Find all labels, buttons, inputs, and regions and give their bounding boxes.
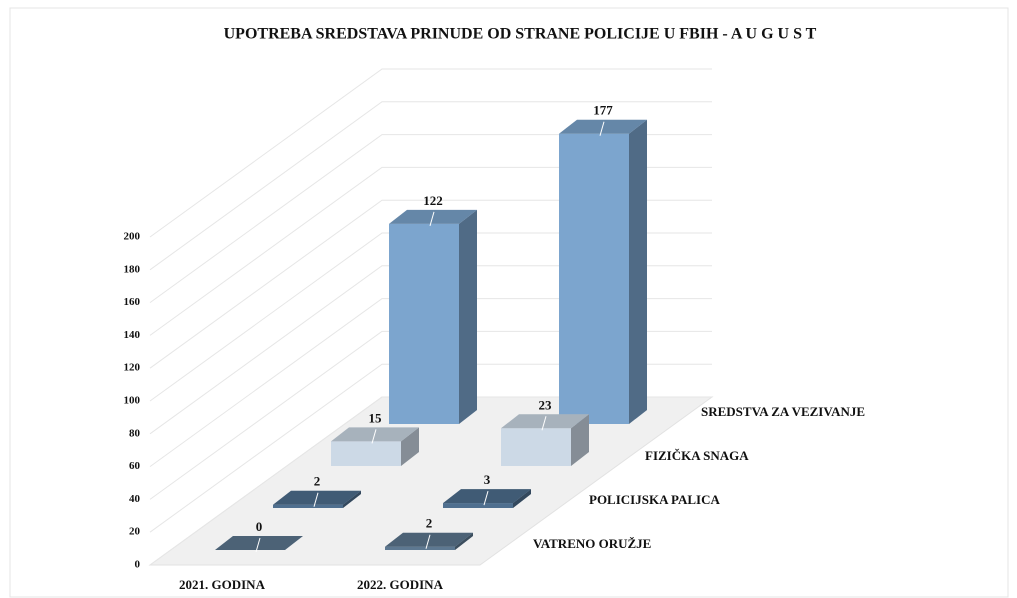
bar-side-shade bbox=[513, 489, 531, 508]
bar bbox=[273, 504, 343, 508]
bar-side bbox=[343, 490, 361, 508]
bar bbox=[501, 428, 571, 466]
y-tick-label: 120 bbox=[124, 362, 141, 374]
bar-side bbox=[401, 427, 419, 466]
grid-line bbox=[149, 68, 712, 238]
leader-line bbox=[255, 537, 261, 553]
leader-line bbox=[483, 490, 489, 506]
x-tick-label: 2022. GODINA bbox=[357, 577, 444, 592]
data-label: 122 bbox=[423, 193, 443, 208]
bar bbox=[559, 133, 629, 424]
bar-side-shade bbox=[343, 490, 361, 508]
series-label: POLICIJSKA PALICA bbox=[589, 492, 720, 507]
bar-side-shade bbox=[401, 427, 419, 466]
bar-side-shade bbox=[459, 209, 477, 424]
leader-line bbox=[371, 429, 377, 444]
y-tick-label: 160 bbox=[124, 296, 141, 308]
series-label: FIZIČKA SNAGA bbox=[645, 448, 749, 463]
bar-side-shade bbox=[455, 532, 473, 550]
bar-side bbox=[571, 414, 589, 466]
series-label: VATRENO ORUŽJE bbox=[533, 536, 651, 551]
x-tick-label: 2021. GODINA bbox=[179, 577, 266, 592]
y-tick-label: 80 bbox=[129, 427, 141, 439]
bar-side bbox=[513, 489, 531, 508]
bar bbox=[443, 503, 513, 508]
data-label: 2 bbox=[426, 516, 433, 531]
data-label: 15 bbox=[369, 410, 383, 425]
y-tick-label: 60 bbox=[129, 460, 141, 472]
data-label: 3 bbox=[484, 472, 491, 487]
bar-side-shade bbox=[629, 119, 647, 424]
bar bbox=[389, 223, 459, 424]
leader-line bbox=[599, 121, 605, 136]
bar-side bbox=[459, 209, 477, 424]
leader-line bbox=[429, 211, 435, 227]
chart-title: UPOTREBA SREDSTAVA PRINUDE OD STRANE POL… bbox=[224, 26, 817, 43]
bar-side bbox=[455, 532, 473, 550]
leader-line bbox=[313, 492, 319, 507]
y-tick-label: 100 bbox=[124, 395, 141, 407]
data-label: 177 bbox=[593, 103, 613, 118]
leader-line bbox=[425, 534, 431, 549]
y-tick-label: 180 bbox=[124, 263, 141, 275]
data-label: 0 bbox=[256, 519, 263, 534]
leader-line bbox=[541, 416, 547, 431]
y-tick-label: 200 bbox=[124, 231, 141, 243]
data-label: 2 bbox=[314, 474, 321, 489]
grid-line bbox=[149, 101, 712, 271]
y-tick-label: 140 bbox=[124, 329, 141, 341]
bar-side bbox=[629, 119, 647, 424]
bar bbox=[331, 441, 401, 466]
y-tick-label: 40 bbox=[129, 493, 141, 505]
series-label: SREDSTVA ZA VEZIVANJE bbox=[701, 404, 865, 419]
y-tick-label: 0 bbox=[135, 559, 141, 571]
data-label: 23 bbox=[539, 397, 553, 412]
y-tick-label: 20 bbox=[129, 526, 141, 538]
bar bbox=[385, 546, 455, 550]
bar-side-shade bbox=[571, 414, 589, 466]
